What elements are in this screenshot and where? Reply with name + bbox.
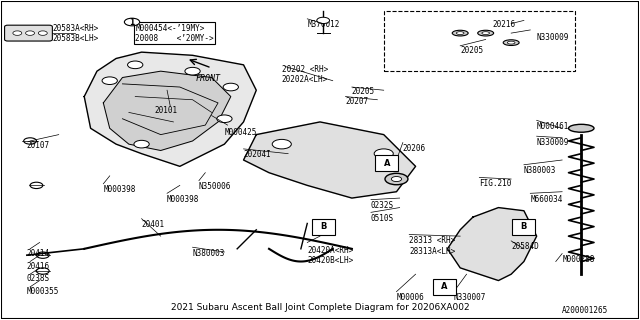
Text: 20101: 20101	[154, 106, 177, 115]
Text: 20206: 20206	[403, 144, 426, 153]
Circle shape	[272, 140, 291, 149]
Text: 20216: 20216	[492, 20, 515, 29]
Text: 20420A<RH>
20420B<LH>: 20420A<RH> 20420B<LH>	[307, 246, 353, 265]
Text: N350006: N350006	[199, 182, 231, 191]
Text: 20205: 20205	[460, 46, 483, 55]
Polygon shape	[513, 219, 536, 235]
Circle shape	[13, 31, 22, 35]
Text: M000355: M000355	[27, 287, 60, 296]
Circle shape	[223, 83, 239, 91]
Polygon shape	[103, 71, 231, 150]
Text: M000398: M000398	[167, 195, 200, 204]
Ellipse shape	[456, 32, 464, 35]
Text: N330009: N330009	[537, 33, 569, 42]
Circle shape	[217, 115, 232, 123]
Text: 20401: 20401	[141, 220, 164, 229]
Text: 20204I: 20204I	[244, 150, 271, 159]
Text: 0238S: 0238S	[27, 274, 50, 283]
Polygon shape	[84, 52, 256, 166]
Text: FRONT: FRONT	[196, 74, 221, 83]
Text: 0232S: 0232S	[371, 201, 394, 210]
Text: M370012: M370012	[307, 20, 340, 29]
Ellipse shape	[482, 32, 490, 35]
Text: 20584D: 20584D	[511, 243, 539, 252]
Text: 20205: 20205	[352, 87, 375, 96]
Text: FIG.210: FIG.210	[479, 179, 512, 188]
Text: N330009: N330009	[537, 138, 569, 147]
Polygon shape	[447, 208, 537, 281]
Text: A: A	[383, 159, 390, 168]
Polygon shape	[312, 219, 335, 235]
Ellipse shape	[452, 30, 468, 36]
Text: A200001265: A200001265	[562, 306, 609, 315]
FancyBboxPatch shape	[4, 25, 52, 41]
Text: 2021 Subaru Ascent Ball Joint Complete Diagram for 20206XA002: 2021 Subaru Ascent Ball Joint Complete D…	[171, 303, 469, 312]
Text: 1: 1	[129, 18, 134, 27]
Text: 28313 <RH>
28313A<LH>: 28313 <RH> 28313A<LH>	[409, 236, 456, 256]
Text: 20207: 20207	[346, 97, 369, 106]
Circle shape	[127, 61, 143, 69]
Text: 20416: 20416	[27, 261, 50, 270]
Polygon shape	[433, 279, 456, 295]
Text: 20414: 20414	[27, 249, 50, 258]
Circle shape	[374, 149, 394, 158]
Text: 20107: 20107	[27, 141, 50, 150]
Text: M000288: M000288	[562, 255, 595, 264]
Text: M000398: M000398	[103, 185, 136, 194]
Text: M000425: M000425	[225, 128, 257, 137]
Text: M00006: M00006	[396, 293, 424, 302]
Circle shape	[124, 18, 140, 26]
Circle shape	[387, 174, 406, 184]
Ellipse shape	[477, 30, 493, 36]
Text: N330007: N330007	[454, 293, 486, 302]
Text: M000454<-’19MY>
20008    <’20MY->: M000454<-’19MY> 20008 <’20MY->	[135, 24, 214, 43]
Text: N380003: N380003	[524, 166, 556, 175]
Circle shape	[134, 140, 149, 148]
Ellipse shape	[508, 41, 515, 44]
Circle shape	[392, 177, 401, 181]
Polygon shape	[376, 155, 398, 171]
Circle shape	[385, 173, 408, 185]
Circle shape	[317, 17, 330, 24]
Circle shape	[185, 68, 200, 75]
Circle shape	[102, 77, 117, 84]
Text: B: B	[320, 222, 326, 231]
Circle shape	[26, 31, 35, 35]
Ellipse shape	[568, 124, 594, 132]
Text: M000461: M000461	[537, 122, 569, 131]
Text: M660034: M660034	[531, 195, 563, 204]
Circle shape	[38, 31, 47, 35]
Text: A: A	[441, 282, 447, 292]
Text: N380003: N380003	[193, 249, 225, 258]
Text: 20583A<RH>
20583B<LH>: 20583A<RH> 20583B<LH>	[52, 24, 99, 43]
Text: B: B	[521, 222, 527, 231]
Ellipse shape	[503, 40, 519, 45]
Text: 20202 <RH>
20202A<LH>: 20202 <RH> 20202A<LH>	[282, 65, 328, 84]
Text: 0510S: 0510S	[371, 214, 394, 223]
Polygon shape	[244, 122, 415, 198]
